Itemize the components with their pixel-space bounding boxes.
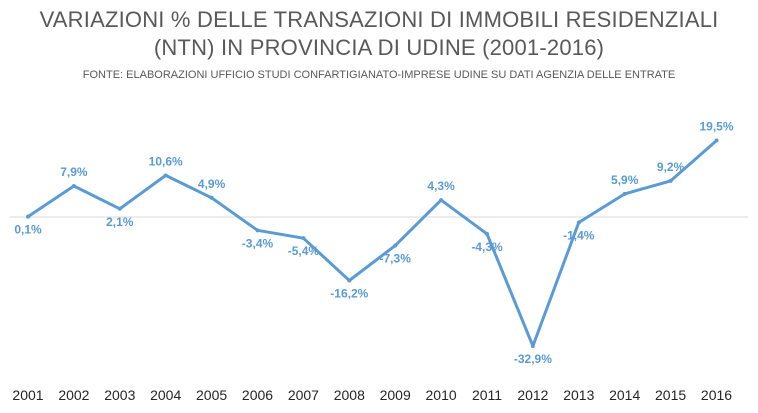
- series-line: [26, 139, 718, 348]
- data-label-2010: 4,3%: [427, 179, 455, 193]
- x-tick-label-2002: 2002: [58, 387, 89, 403]
- data-point-2005: [209, 195, 214, 200]
- x-tick-label-2006: 2006: [242, 387, 273, 403]
- data-label-2015: 9,2%: [657, 160, 685, 174]
- data-point-2008: [347, 278, 352, 283]
- data-point-2001: [26, 214, 30, 219]
- data-label-2001: 0,1%: [14, 223, 42, 237]
- x-tick-label-2009: 2009: [380, 387, 411, 403]
- x-tick-label-2007: 2007: [288, 387, 319, 403]
- x-tick-label-2003: 2003: [104, 387, 135, 403]
- data-point-2012: [530, 343, 535, 348]
- data-label-2007: -5,4%: [288, 244, 320, 258]
- data-label-2002: 7,9%: [60, 165, 88, 179]
- chart-title-line-1: VARIAZIONI % DELLE TRANSAZIONI DI IMMOBI…: [39, 7, 719, 32]
- data-label-2014: 5,9%: [611, 173, 639, 187]
- x-tick-label-2016: 2016: [701, 387, 732, 403]
- data-label-2016: 19,5%: [699, 120, 733, 134]
- x-tick-label-2001: 2001: [12, 387, 43, 403]
- data-label-2012: -32,9%: [514, 352, 552, 366]
- chart-subtitle: FONTE: ELABORAZIONI UFFICIO STUDI CONFAR…: [82, 69, 676, 81]
- data-label-2005: 4,9%: [198, 177, 226, 191]
- data-label-2008: -16,2%: [330, 287, 368, 301]
- x-tick-label-2012: 2012: [517, 387, 548, 403]
- data-point-2014: [622, 191, 627, 196]
- chart-title-line-2: (NTN) IN PROVINCIA DI UDINE (2001-2016): [153, 35, 605, 60]
- data-label-2006: -3,4%: [242, 236, 274, 250]
- x-tick-label-2014: 2014: [609, 387, 640, 403]
- data-label-2013: -1,4%: [563, 228, 595, 242]
- data-label-2003: 2,1%: [106, 215, 134, 229]
- data-point-2010: [439, 198, 444, 203]
- x-tick-label-2004: 2004: [150, 387, 181, 403]
- data-point-2003: [117, 206, 122, 211]
- data-point-2006: [255, 228, 260, 233]
- data-point-2002: [71, 184, 76, 189]
- data-point-2016: [714, 138, 719, 143]
- x-tick-label-2005: 2005: [196, 387, 227, 403]
- x-tick-label-2008: 2008: [334, 387, 365, 403]
- data-point-2013: [576, 220, 581, 225]
- x-tick-label-2011: 2011: [472, 387, 502, 403]
- data-point-2004: [163, 173, 168, 178]
- data-point-2011: [485, 231, 489, 236]
- x-tick-label-2010: 2010: [426, 387, 457, 403]
- data-label-2011: -4,3%: [471, 240, 503, 254]
- data-point-2009: [393, 243, 398, 248]
- data-label-2009: -7,3%: [380, 252, 412, 266]
- x-tick-label-2015: 2015: [655, 387, 686, 403]
- data-point-2015: [668, 178, 673, 183]
- data-point-2007: [301, 236, 306, 241]
- x-tick-label-2013: 2013: [563, 387, 594, 403]
- data-label-2004: 10,6%: [149, 154, 183, 168]
